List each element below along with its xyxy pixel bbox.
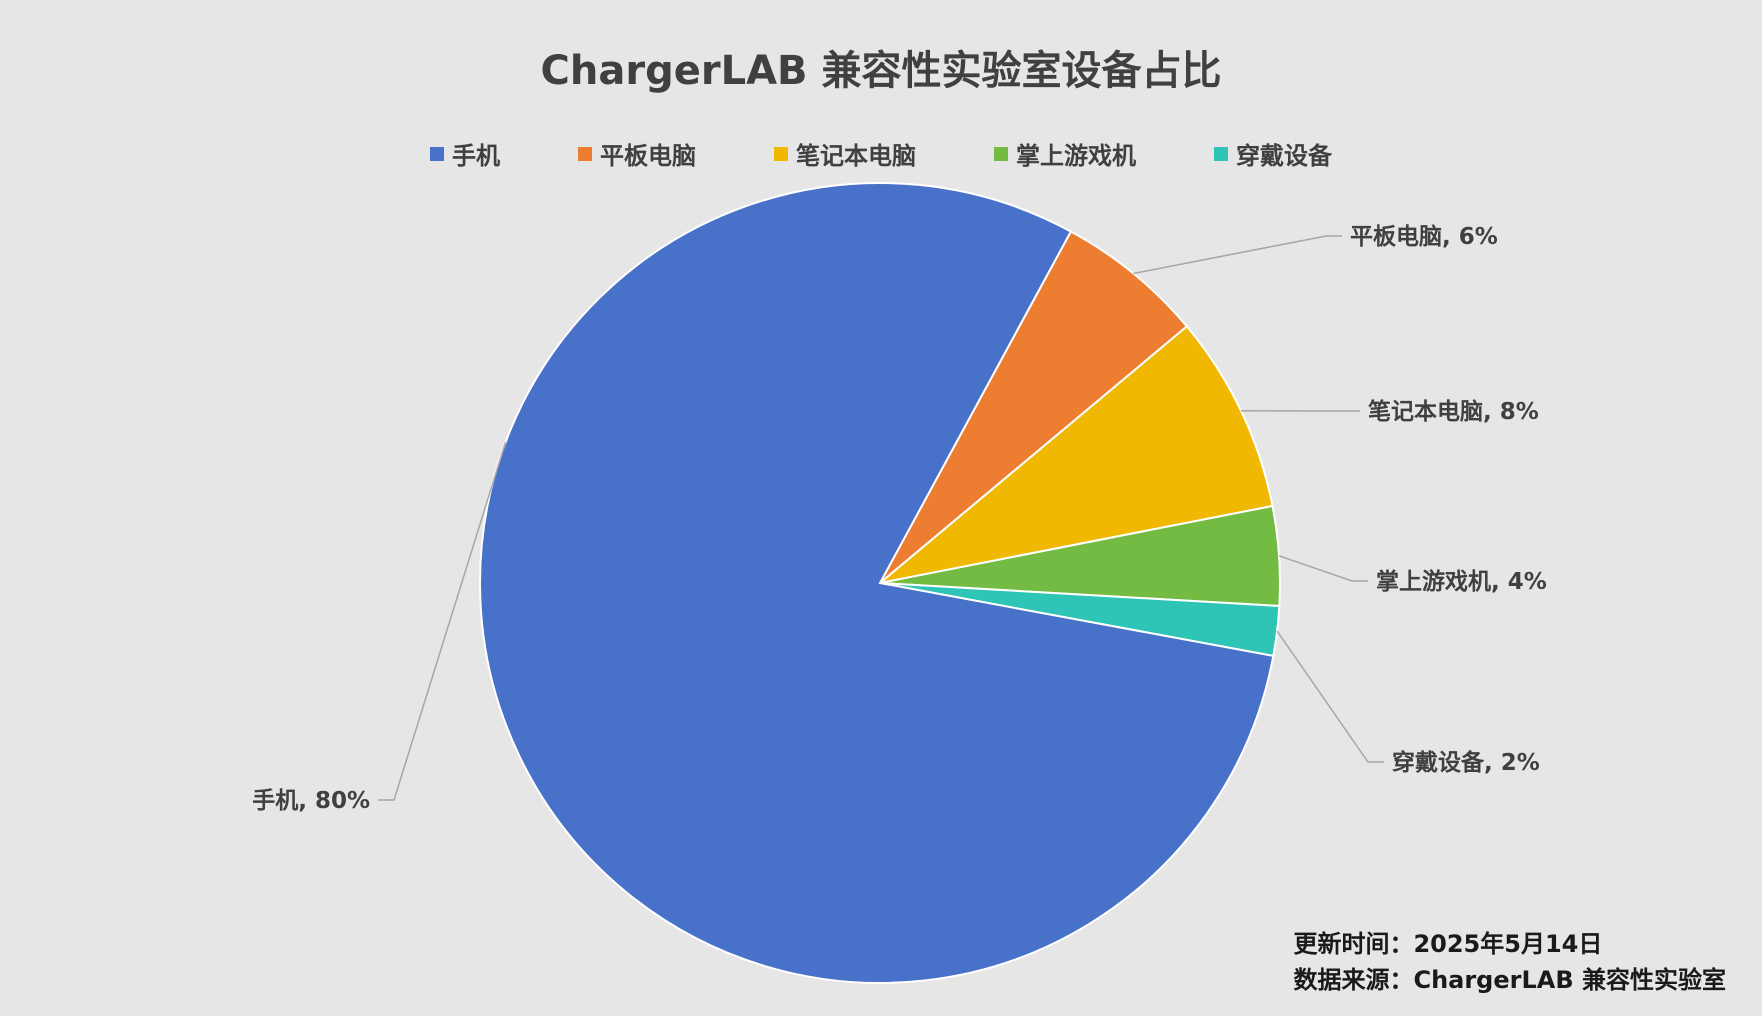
legend-label: 掌上游戏机: [1016, 142, 1136, 170]
data-label: 平板电脑, 6%: [1350, 223, 1498, 250]
legend-item: 掌上游戏机: [994, 136, 1136, 171]
chart-title: ChargerLAB 兼容性实验室设备占比: [540, 48, 1222, 94]
legend-swatch: [430, 146, 444, 161]
footnote: 更新时间：2025年5月14日 数据来源：ChargerLAB 兼容性实验室: [1293, 926, 1726, 998]
legend-swatch: [774, 146, 788, 161]
data-label: 掌上游戏机, 4%: [1376, 568, 1547, 595]
legend-swatch: [578, 146, 592, 161]
leader-line: [378, 442, 507, 801]
legend-item: 平板电脑: [578, 136, 696, 171]
legend-item: 笔记本电脑: [774, 136, 916, 171]
leader-line: [1133, 235, 1342, 275]
update-time: 更新时间：2025年5月14日: [1293, 930, 1603, 958]
legend-swatch: [994, 146, 1008, 161]
legend-label: 手机: [452, 142, 500, 170]
data-label: 穿戴设备, 2%: [1392, 749, 1540, 776]
legend-item: 手机: [430, 136, 500, 171]
pie-slice: [479, 182, 1275, 984]
pie-slice: [879, 325, 1274, 584]
legend-label: 穿戴设备: [1236, 142, 1332, 170]
legend: 手机 平板电脑 笔记本电脑 掌上游戏机 穿戴设备: [0, 136, 1762, 171]
data-label: 笔记本电脑, 8%: [1368, 398, 1539, 425]
data-label: 手机, 80%: [252, 788, 370, 814]
legend-item: 穿戴设备: [1214, 136, 1332, 171]
legend-label: 平板电脑: [600, 142, 696, 170]
leader-line: [1278, 555, 1368, 582]
legend-label: 笔记本电脑: [796, 142, 916, 170]
legend-swatch: [1214, 146, 1228, 161]
leader-line: [1276, 630, 1384, 763]
data-source: 数据来源：ChargerLAB 兼容性实验室: [1293, 966, 1726, 994]
